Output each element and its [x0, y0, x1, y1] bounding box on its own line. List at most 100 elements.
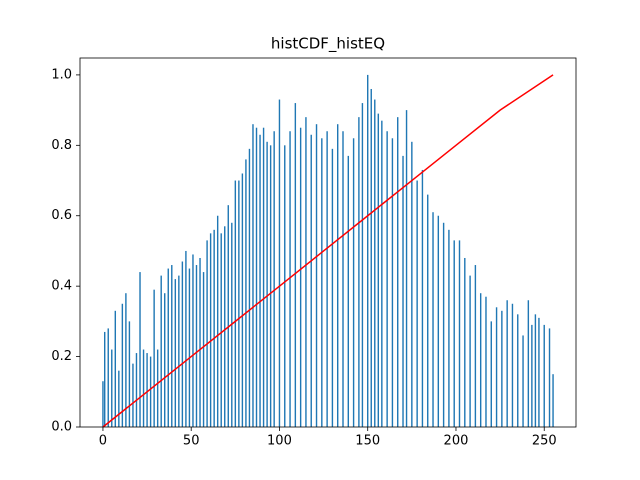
bar — [167, 268, 169, 427]
bar — [121, 303, 124, 427]
bar — [132, 363, 134, 427]
bar — [386, 131, 388, 428]
bar — [531, 324, 533, 427]
bar — [342, 131, 344, 428]
bar — [146, 353, 148, 427]
bar — [278, 99, 281, 428]
bar — [437, 215, 440, 427]
bar — [294, 103, 297, 428]
bar — [495, 307, 498, 427]
bar — [358, 117, 360, 427]
bar — [160, 275, 162, 427]
bar — [234, 180, 237, 427]
bar — [402, 155, 404, 427]
bar — [381, 120, 383, 427]
bar — [405, 110, 408, 427]
bar — [552, 374, 554, 427]
bar — [139, 272, 141, 427]
bar — [135, 353, 138, 427]
bar — [352, 138, 355, 427]
bar — [114, 310, 117, 427]
y-tick-label: 0.2 — [51, 349, 72, 364]
bar — [548, 328, 551, 427]
bar — [259, 134, 261, 427]
bar — [185, 250, 187, 427]
bar — [490, 321, 492, 427]
bar — [202, 272, 205, 427]
bar — [374, 99, 376, 428]
bar — [347, 155, 350, 427]
bar — [310, 134, 312, 427]
bar — [326, 131, 328, 428]
bar — [252, 124, 254, 428]
x-tick-label: 0 — [99, 434, 107, 449]
bar — [262, 127, 265, 428]
bar — [181, 261, 184, 427]
bar — [171, 265, 173, 427]
bar — [511, 303, 514, 427]
x-tick-label: 50 — [183, 434, 200, 449]
bar — [245, 159, 247, 427]
bar — [397, 117, 399, 427]
bar — [206, 240, 208, 427]
y-tick-label: 0.6 — [51, 208, 72, 223]
bar — [501, 310, 503, 427]
x-tick-label: 250 — [532, 434, 557, 449]
bar — [474, 265, 477, 427]
bar — [111, 349, 113, 427]
bar — [458, 240, 461, 427]
bar — [153, 289, 155, 427]
bar — [469, 275, 471, 427]
y-tick-label: 0.0 — [51, 420, 72, 435]
bar — [411, 141, 413, 427]
bar — [224, 226, 226, 427]
bar — [315, 124, 318, 428]
x-tick-label: 200 — [444, 434, 469, 449]
bar — [377, 113, 380, 427]
bar — [432, 212, 434, 427]
bar — [538, 317, 540, 427]
x-tick-label: 100 — [267, 434, 292, 449]
bar — [102, 381, 104, 427]
bar — [164, 293, 166, 427]
bar — [337, 124, 339, 428]
bar — [506, 300, 508, 427]
bar — [427, 194, 429, 427]
bar — [255, 127, 258, 428]
bar — [128, 321, 131, 427]
bar — [421, 169, 424, 427]
bar — [479, 293, 482, 427]
bar — [416, 180, 418, 427]
bar — [238, 180, 240, 427]
bar — [174, 279, 177, 427]
bar — [453, 240, 455, 427]
y-tick-label: 0.8 — [51, 138, 72, 153]
bar — [142, 349, 145, 427]
bar — [104, 331, 106, 427]
plot-frame — [79, 57, 577, 428]
bar — [517, 314, 519, 427]
bar — [266, 141, 268, 427]
bar — [269, 145, 272, 427]
bar — [125, 293, 127, 427]
bar — [118, 370, 120, 427]
bar — [213, 229, 215, 427]
bar — [522, 335, 524, 427]
bar — [192, 254, 194, 427]
bar — [149, 356, 152, 427]
bar — [156, 349, 159, 427]
bar — [284, 145, 286, 427]
bar — [331, 148, 334, 427]
bar — [321, 138, 323, 427]
bar — [241, 173, 244, 427]
y-tick-label: 0.4 — [51, 279, 72, 294]
bar — [227, 205, 229, 427]
y-tick-label: 1.0 — [51, 67, 72, 82]
bar — [543, 324, 545, 427]
bar — [299, 127, 302, 428]
bar — [464, 257, 466, 427]
x-tick-label: 150 — [355, 434, 380, 449]
bar — [220, 233, 222, 427]
